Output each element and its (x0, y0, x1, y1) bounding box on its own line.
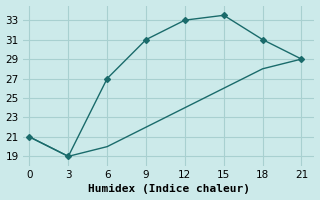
X-axis label: Humidex (Indice chaleur): Humidex (Indice chaleur) (88, 184, 250, 194)
